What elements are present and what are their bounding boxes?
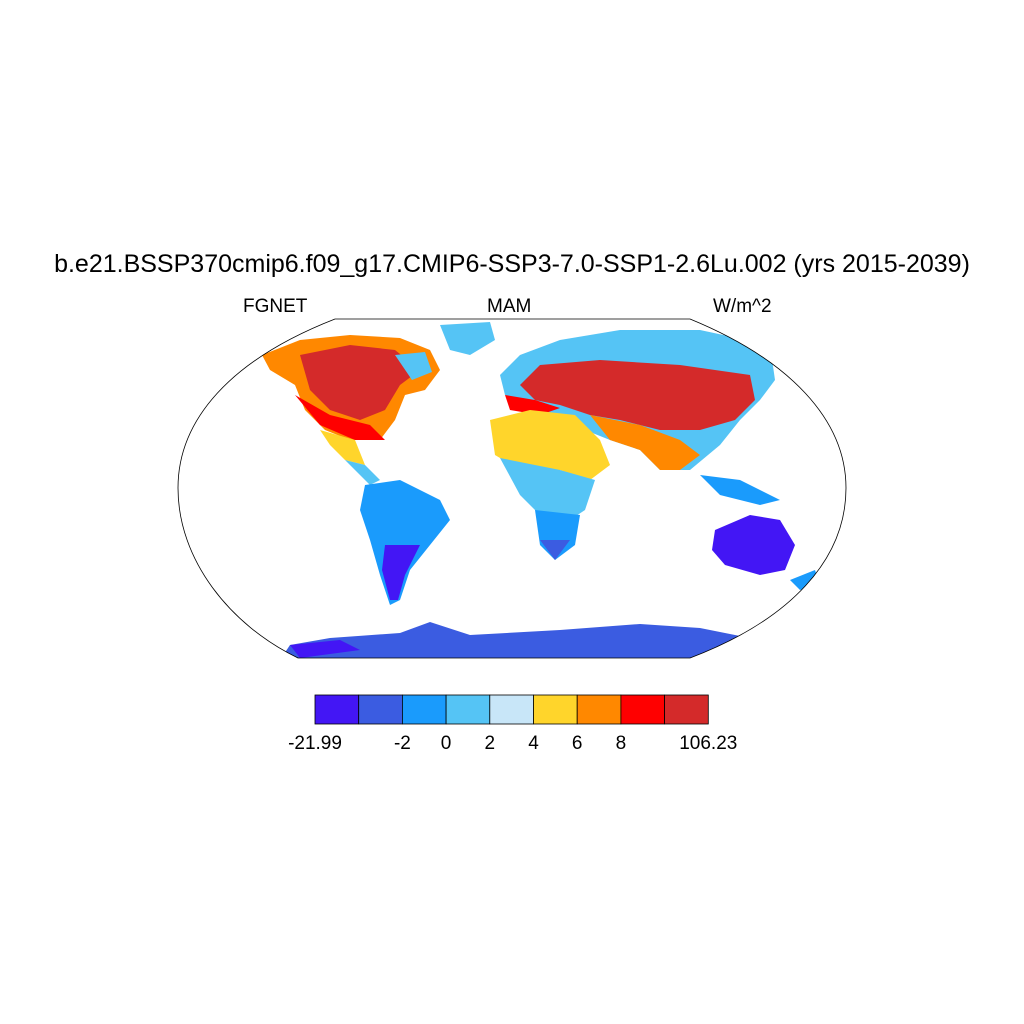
season-label: MAM xyxy=(487,296,532,317)
plot-title: b.e21.BSSP370cmip6.f09_g17.CMIP6-SSP3-7.… xyxy=(54,250,970,278)
south-america xyxy=(360,480,450,605)
units-label: W/m^2 xyxy=(713,296,772,317)
colorbar-box xyxy=(445,694,491,725)
new-zealand xyxy=(790,570,820,590)
colorbar-tick-label: 6 xyxy=(571,733,583,754)
greenland xyxy=(440,322,495,355)
colorbar-tick-label: 0 xyxy=(440,733,452,754)
eurasia-core xyxy=(520,360,755,430)
australia xyxy=(712,515,795,575)
colorbar-box xyxy=(533,694,578,725)
map-border xyxy=(177,318,847,659)
colorbar-box xyxy=(314,694,360,725)
north-america-core xyxy=(300,345,420,420)
colorbar-box xyxy=(401,694,447,725)
south-america-south xyxy=(382,545,420,600)
antarctica xyxy=(280,622,760,658)
colorbar-tick-label: -2 xyxy=(393,733,411,754)
colorbar-box xyxy=(358,694,403,725)
mexico xyxy=(320,430,365,465)
variable-label: FGNET xyxy=(243,296,308,317)
colorbar-tick-label: 106.23 xyxy=(679,733,738,754)
usa-south xyxy=(295,395,385,440)
europe-south xyxy=(505,395,560,415)
maritime-asia xyxy=(700,475,780,505)
land-fields xyxy=(262,322,820,658)
colorbar-box xyxy=(664,694,709,725)
colorbar-box xyxy=(620,694,666,725)
colorbar-tick-label: 8 xyxy=(615,733,627,754)
africa-tip xyxy=(540,540,570,560)
hudson-region xyxy=(395,352,432,380)
colorbar-box xyxy=(576,694,622,725)
colorbar xyxy=(314,694,709,725)
africa-central xyxy=(500,458,595,520)
colorbar-tick-label: -21.99 xyxy=(288,733,342,754)
colorbar-tick-label: 4 xyxy=(528,733,539,754)
south-asia xyxy=(590,415,700,470)
colorbar-tick-label: 2 xyxy=(484,733,496,754)
central-america xyxy=(345,460,380,485)
antarctica-west xyxy=(290,640,360,658)
colorbar-box xyxy=(489,694,534,725)
